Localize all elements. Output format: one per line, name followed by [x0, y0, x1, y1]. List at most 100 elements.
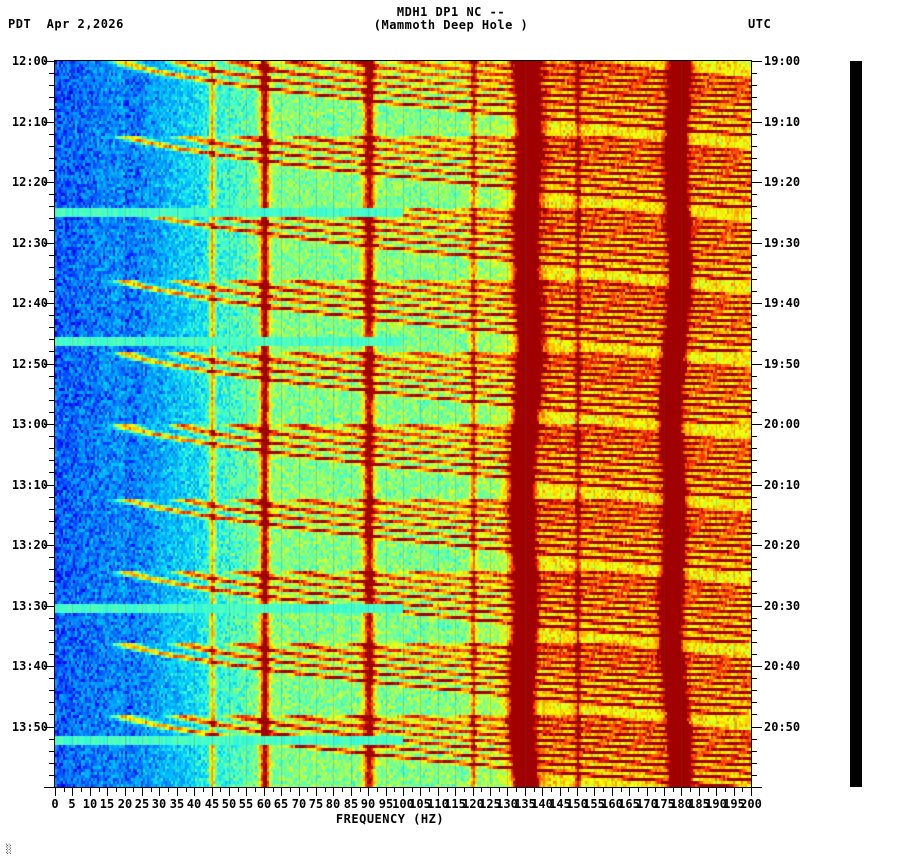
freq-tick-minor [429, 787, 430, 792]
freq-tick-minor [168, 787, 169, 792]
time-tick-minor [751, 170, 757, 171]
time-tick-major [751, 61, 762, 62]
freq-tick-label: 60 [256, 797, 272, 811]
time-tick-minor [751, 509, 757, 510]
time-tick-major [44, 606, 55, 607]
time-tick-major [751, 666, 762, 667]
time-tick-minor [49, 218, 55, 219]
time-tick-label-pdt: 13:30 [11, 599, 48, 613]
freq-tick-label: 55 [238, 797, 254, 811]
time-tick-major [44, 243, 55, 244]
freq-tick-major [246, 787, 247, 796]
time-tick-minor [49, 763, 55, 764]
time-tick-major [751, 606, 762, 607]
freq-tick-label: 10 [82, 797, 98, 811]
time-tick-major [751, 485, 762, 486]
time-tick-label-utc: 19:00 [764, 54, 801, 68]
time-tick-minor [751, 73, 757, 74]
time-tick-minor [49, 739, 55, 740]
freq-tick-minor [447, 787, 448, 792]
time-tick-minor [49, 315, 55, 316]
time-tick-minor [751, 388, 757, 389]
time-tick-label-pdt: 12:40 [11, 296, 48, 310]
time-tick-label-utc: 19:50 [764, 357, 801, 371]
time-tick-minor [751, 230, 757, 231]
freq-tick-major [299, 787, 300, 796]
freq-tick-minor [325, 787, 326, 792]
time-tick-major [44, 303, 55, 304]
freq-tick-major [629, 787, 630, 796]
freq-tick-minor [621, 787, 622, 792]
time-tick-minor [751, 569, 757, 570]
freq-tick-label: 110 [427, 797, 449, 811]
time-tick-minor [49, 497, 55, 498]
time-tick-minor [751, 436, 757, 437]
time-tick-major [751, 182, 762, 183]
freq-tick-label: 50 [221, 797, 237, 811]
freq-tick-major [72, 787, 73, 796]
time-tick-minor [751, 775, 757, 776]
freq-tick-minor [638, 787, 639, 792]
time-tick-major [44, 122, 55, 123]
freq-tick-label: 150 [566, 797, 588, 811]
time-tick-minor [751, 448, 757, 449]
time-tick-minor [751, 85, 757, 86]
freq-tick-major [716, 787, 717, 796]
freq-tick-label: 165 [618, 797, 640, 811]
time-tick-minor [751, 618, 757, 619]
freq-tick-minor [708, 787, 709, 792]
time-tick-minor [49, 291, 55, 292]
freq-tick-major [455, 787, 456, 796]
time-tick-minor [49, 472, 55, 473]
time-tick-minor [49, 654, 55, 655]
time-tick-minor [49, 230, 55, 231]
freq-tick-major [542, 787, 543, 796]
time-tick-label-utc: 20:40 [764, 659, 801, 673]
freq-tick-major [159, 787, 160, 796]
time-tick-major [751, 424, 762, 425]
time-tick-major [751, 787, 762, 788]
time-tick-minor [49, 581, 55, 582]
spectrogram-plot[interactable] [55, 61, 751, 787]
freq-tick-major [420, 787, 421, 796]
time-tick-minor [751, 218, 757, 219]
time-tick-minor [49, 194, 55, 195]
freq-tick-label: 180 [670, 797, 692, 811]
freq-tick-minor [516, 787, 517, 792]
freq-tick-label: 145 [549, 797, 571, 811]
freq-tick-major [473, 787, 474, 796]
time-tick-major [44, 364, 55, 365]
time-tick-minor [49, 751, 55, 752]
freq-tick-minor [255, 787, 256, 792]
freq-tick-label: 70 [291, 797, 307, 811]
freq-tick-major [281, 787, 282, 796]
time-tick-minor [49, 460, 55, 461]
time-tick-minor [751, 630, 757, 631]
time-tick-minor [49, 206, 55, 207]
freq-tick-major [525, 787, 526, 796]
freq-tick-label: 95 [378, 797, 394, 811]
time-tick-minor [751, 557, 757, 558]
time-tick-minor [751, 206, 757, 207]
time-tick-minor [751, 412, 757, 413]
time-tick-minor [49, 73, 55, 74]
freq-tick-minor [186, 787, 187, 792]
freq-tick-minor [673, 787, 674, 792]
time-tick-minor [49, 400, 55, 401]
corner-mark: ░ [6, 845, 12, 855]
time-tick-minor [751, 654, 757, 655]
header-timezone-date: PDT Apr 2,2026 [8, 17, 124, 31]
time-tick-minor [751, 194, 757, 195]
time-tick-minor [751, 351, 757, 352]
time-tick-label-pdt: 12:50 [11, 357, 48, 371]
time-tick-minor [49, 134, 55, 135]
freq-tick-major [90, 787, 91, 796]
time-tick-minor [49, 690, 55, 691]
time-tick-label-pdt: 12:00 [11, 54, 48, 68]
time-tick-minor [49, 630, 55, 631]
freq-tick-major [507, 787, 508, 796]
time-tick-minor [49, 376, 55, 377]
freq-tick-minor [151, 787, 152, 792]
freq-tick-major [560, 787, 561, 796]
freq-tick-label: 160 [601, 797, 623, 811]
